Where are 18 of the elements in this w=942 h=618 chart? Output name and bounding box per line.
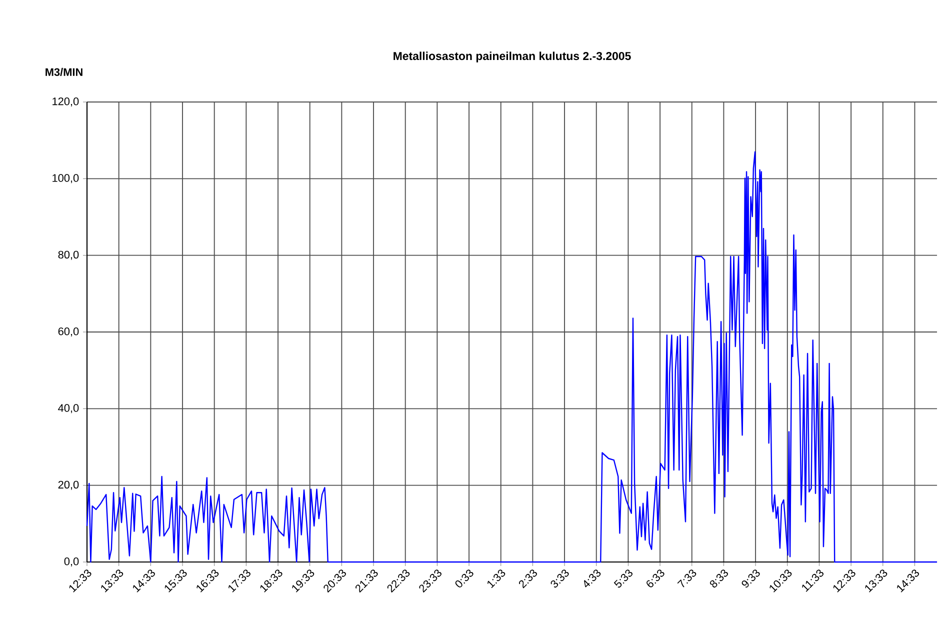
x-tick-label: 5:33 <box>614 570 632 588</box>
y-tick-label: 100,0 <box>52 174 79 184</box>
x-tick-label: 7:33 <box>677 570 696 588</box>
x-tick-label: 8:33 <box>710 570 728 588</box>
x-tick-label: 9:33 <box>742 570 760 588</box>
y-tick-label: 0,0 <box>64 557 79 567</box>
x-tick-label: 0:33 <box>455 570 474 588</box>
y-tick-label: 60,0 <box>58 327 79 337</box>
y-tick-label: 40,0 <box>58 404 79 414</box>
chart-title: Metalliosaston paineilman kulutus 2.-3.2005 <box>394 52 631 62</box>
x-tick-label: 4:33 <box>584 570 601 588</box>
x-tick-label: 3:33 <box>550 570 569 588</box>
x-tick-label: 1:33 <box>487 570 506 588</box>
y-tick-label: 20,0 <box>58 480 79 490</box>
y-axis-title: M3/MIN <box>46 68 82 76</box>
x-tick-label: 6:33 <box>646 570 664 588</box>
y-tick-label: 120,0 <box>52 97 79 107</box>
y-tick-label: 80,0 <box>58 250 79 260</box>
